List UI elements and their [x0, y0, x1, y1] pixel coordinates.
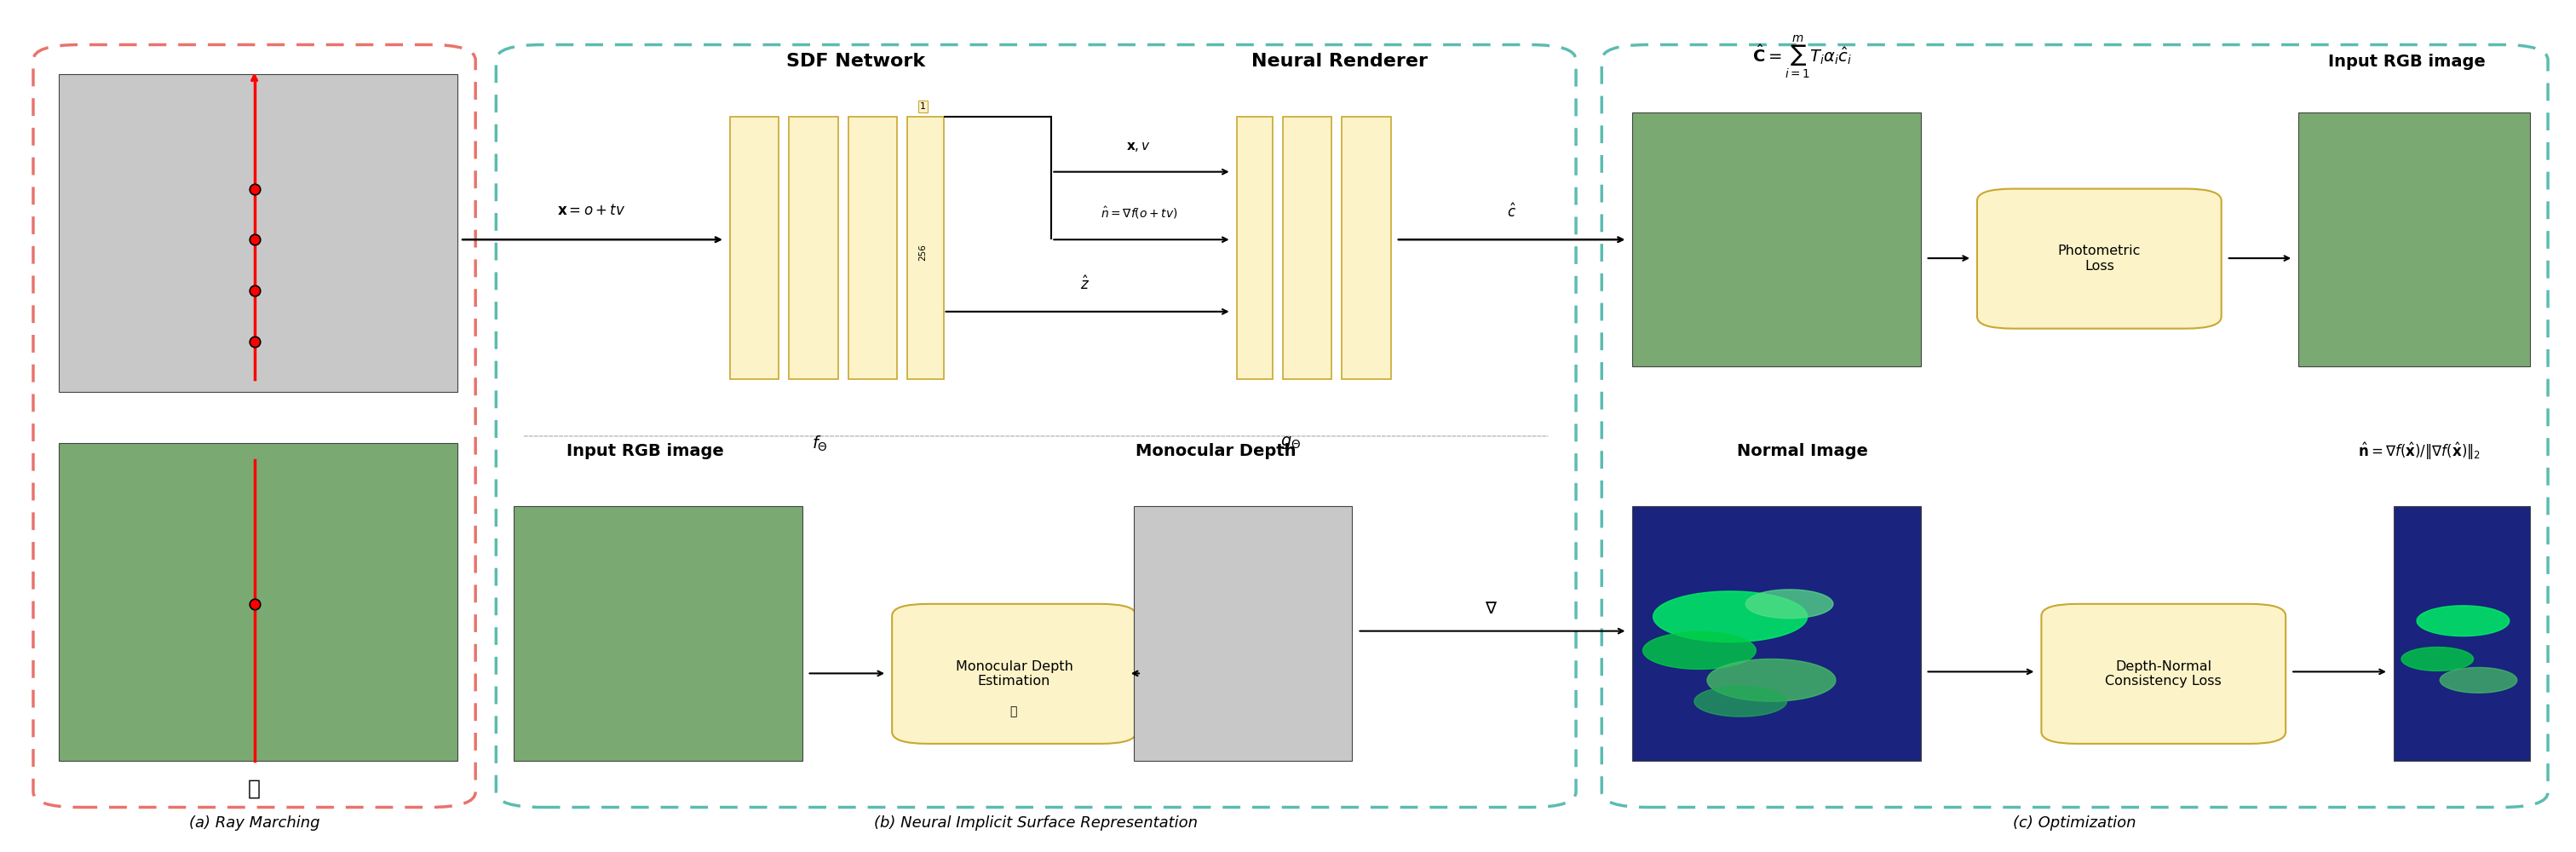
- FancyBboxPatch shape: [2040, 604, 2285, 744]
- FancyBboxPatch shape: [907, 117, 943, 379]
- Polygon shape: [1695, 686, 1788, 717]
- FancyBboxPatch shape: [515, 506, 801, 761]
- Text: $\mathbf{x}, v$: $\mathbf{x}, v$: [1126, 141, 1151, 153]
- Text: Depth-Normal
Consistency Loss: Depth-Normal Consistency Loss: [2105, 660, 2221, 688]
- Polygon shape: [1654, 591, 1808, 642]
- Text: Input RGB image: Input RGB image: [567, 443, 724, 459]
- Text: $\hat{n} = \nabla f(o+tv)$: $\hat{n} = \nabla f(o+tv)$: [1100, 205, 1177, 221]
- FancyBboxPatch shape: [2393, 506, 2530, 761]
- Text: $\hat{z}$: $\hat{z}$: [1079, 275, 1090, 293]
- Polygon shape: [1708, 659, 1837, 701]
- Text: (a) Ray Marching: (a) Ray Marching: [188, 815, 319, 831]
- FancyBboxPatch shape: [891, 604, 1136, 744]
- FancyBboxPatch shape: [1342, 117, 1391, 379]
- Text: Neural Renderer: Neural Renderer: [1252, 53, 1427, 70]
- FancyBboxPatch shape: [729, 117, 778, 379]
- Text: Monocular Depth: Monocular Depth: [1136, 443, 1296, 459]
- Text: $g_{\Theta}$: $g_{\Theta}$: [1280, 435, 1301, 451]
- FancyBboxPatch shape: [1633, 506, 1922, 761]
- Text: (c) Optimization: (c) Optimization: [2014, 815, 2136, 831]
- Polygon shape: [2401, 648, 2473, 671]
- Text: $\hat{c}$: $\hat{c}$: [1507, 204, 1517, 221]
- FancyBboxPatch shape: [848, 117, 896, 379]
- Polygon shape: [2439, 667, 2517, 693]
- FancyBboxPatch shape: [59, 74, 459, 392]
- Text: 🧪: 🧪: [247, 779, 260, 799]
- Text: Monocular Depth
Estimation: Monocular Depth Estimation: [956, 660, 1072, 688]
- FancyBboxPatch shape: [1236, 117, 1273, 379]
- Polygon shape: [2416, 606, 2509, 636]
- FancyBboxPatch shape: [59, 443, 459, 761]
- Text: $\hat{\mathbf{C}} = \sum_{i=1}^{m} T_i \alpha_i \hat{c}_i$: $\hat{\mathbf{C}} = \sum_{i=1}^{m} T_i \…: [1752, 34, 1852, 81]
- Text: $f_{\Theta}$: $f_{\Theta}$: [811, 435, 827, 453]
- Polygon shape: [1643, 632, 1757, 669]
- Text: 256: 256: [920, 244, 927, 261]
- Text: Input RGB image: Input RGB image: [2329, 54, 2486, 70]
- FancyBboxPatch shape: [1978, 189, 2221, 329]
- FancyBboxPatch shape: [788, 117, 837, 379]
- Text: Photometric
Loss: Photometric Loss: [2058, 245, 2141, 273]
- Text: (b) Neural Implicit Surface Representation: (b) Neural Implicit Surface Representati…: [873, 815, 1198, 831]
- Text: SDF Network: SDF Network: [786, 53, 925, 70]
- Text: $\hat{\mathbf{n}} = \nabla f(\hat{\mathbf{x}}) / \|\nabla f(\hat{\mathbf{x}})\|_: $\hat{\mathbf{n}} = \nabla f(\hat{\mathb…: [2357, 441, 2481, 462]
- FancyBboxPatch shape: [1633, 112, 1922, 366]
- Polygon shape: [1747, 590, 1834, 619]
- Text: $\mathbf{x} = o + tv$: $\mathbf{x} = o + tv$: [556, 203, 626, 218]
- Text: 🔒: 🔒: [1010, 705, 1018, 717]
- Text: Normal Image: Normal Image: [1736, 443, 1868, 459]
- Text: 1: 1: [920, 102, 925, 111]
- FancyBboxPatch shape: [2298, 112, 2530, 366]
- FancyBboxPatch shape: [1133, 506, 1352, 761]
- Text: $\nabla$: $\nabla$: [1484, 601, 1497, 617]
- FancyBboxPatch shape: [1283, 117, 1332, 379]
